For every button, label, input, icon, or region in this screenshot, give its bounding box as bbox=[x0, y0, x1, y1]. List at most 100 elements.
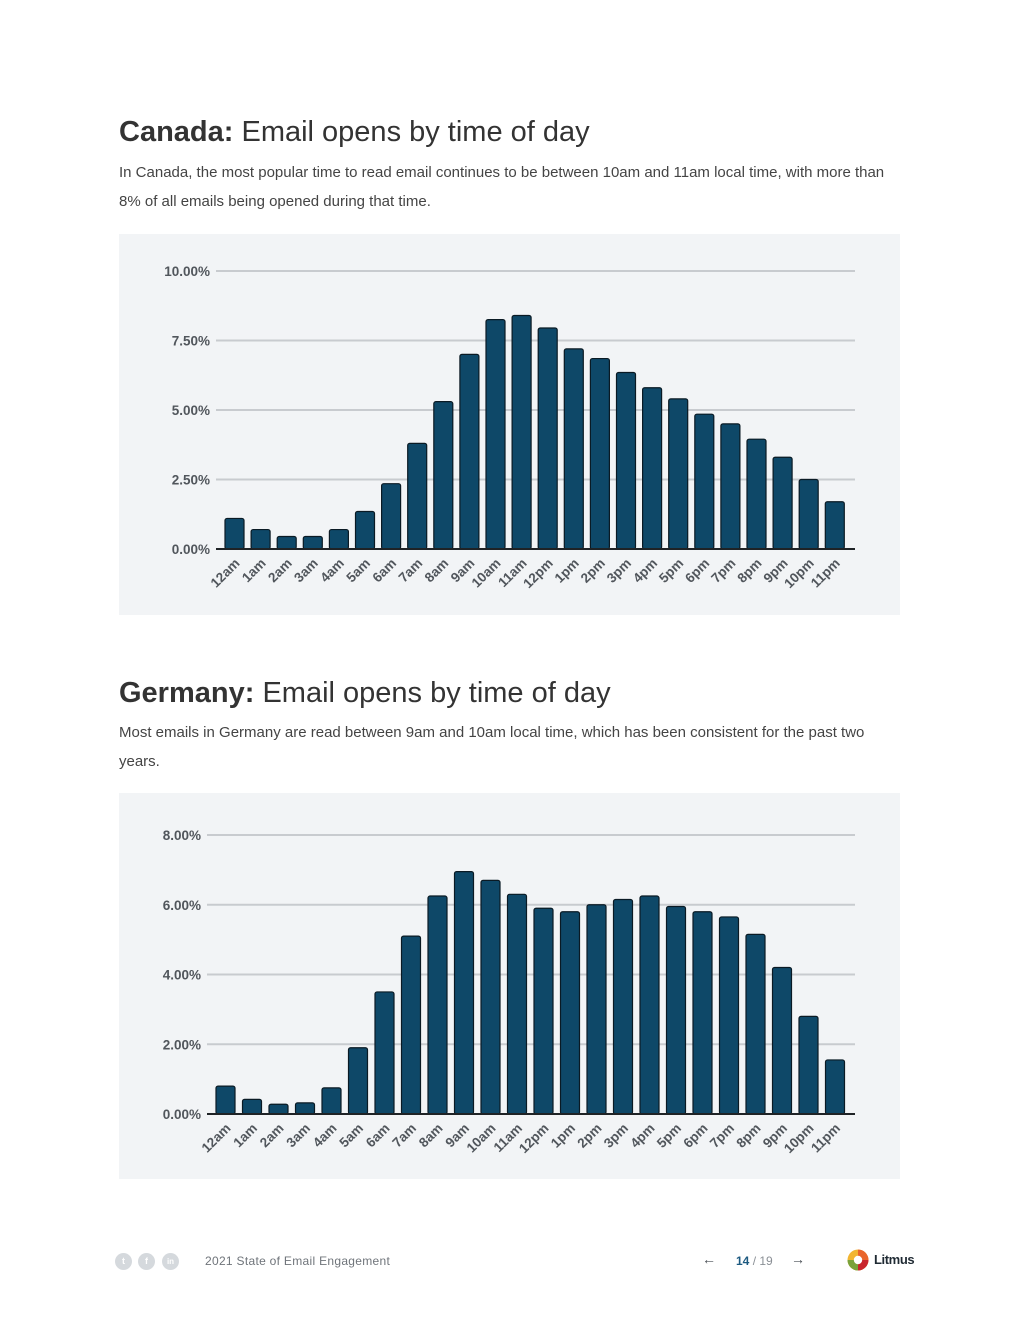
bar-12pm bbox=[533, 907, 554, 1115]
x-tick-label: 7am bbox=[389, 1121, 419, 1151]
bar-11am bbox=[511, 314, 532, 550]
facebook-icon[interactable]: f bbox=[138, 1253, 155, 1270]
bar-3pm bbox=[615, 371, 637, 550]
bar-12am bbox=[224, 517, 245, 550]
x-tick-label: 10am bbox=[464, 1121, 499, 1156]
next-page-arrow-icon[interactable]: → bbox=[791, 1251, 805, 1267]
bar-7pm bbox=[720, 423, 741, 550]
x-tick-label: 6pm bbox=[682, 556, 712, 586]
bar-4pm bbox=[639, 895, 660, 1115]
germany-description: Most emails in Germany are read between … bbox=[119, 724, 865, 770]
bar-10pm bbox=[798, 1015, 819, 1115]
germany-chart-panel: 0.00% 2.00% 4.00% 6.00% 8.00% 12am 1am 2am 3am 4a… bbox=[119, 793, 900, 1179]
x-tick-label: 12am bbox=[208, 556, 243, 591]
bar-6am bbox=[381, 483, 402, 550]
x-tick-label: 1am bbox=[239, 556, 269, 586]
canada-chart-panel: 0.00% 2.50% 5.00% 7.50% 10.00% 12am 1am 2am 3am 4… bbox=[119, 234, 900, 615]
x-tick-label: 3pm bbox=[601, 1121, 631, 1151]
bar-2am bbox=[268, 1103, 289, 1115]
x-tick-label: 8pm bbox=[734, 556, 764, 586]
bar-9pm bbox=[772, 456, 793, 550]
x-tick-label: 6am bbox=[363, 1121, 393, 1151]
bar-3pm bbox=[612, 898, 634, 1115]
bar-6pm bbox=[694, 413, 715, 550]
x-tick-label: 2am bbox=[265, 556, 295, 586]
x-tick-label: 8am bbox=[416, 1121, 446, 1151]
litmus-logo-icon bbox=[847, 1249, 869, 1271]
bar-4pm bbox=[641, 387, 663, 550]
y-tick-label: 4.00% bbox=[163, 968, 201, 983]
x-tick-label: 7am bbox=[396, 556, 426, 586]
bar-3am bbox=[302, 535, 323, 550]
x-tick-label: 5am bbox=[343, 556, 373, 586]
x-tick-label: 1am bbox=[230, 1121, 260, 1151]
bar-2pm bbox=[586, 904, 607, 1115]
bar-5pm bbox=[665, 905, 687, 1115]
x-tick-label: 3am bbox=[291, 556, 321, 586]
canada-section-title: Canada: Email opens by time of day bbox=[119, 116, 590, 149]
y-tick-label: 5.00% bbox=[172, 403, 210, 418]
bar-12pm bbox=[537, 327, 558, 550]
germany-section-title: Germany: Email opens by time of day bbox=[119, 677, 611, 710]
y-tick-label: 2.50% bbox=[172, 473, 210, 488]
bar-7am bbox=[400, 935, 422, 1115]
bar-5am bbox=[354, 510, 376, 550]
page-footer: t f in 2021 State of Email Engagement ← … bbox=[0, 1240, 1020, 1284]
twitter-icon[interactable]: t bbox=[115, 1253, 132, 1270]
x-tick-label: 6am bbox=[370, 556, 400, 586]
bar-3am bbox=[294, 1102, 316, 1115]
bar-6am bbox=[374, 991, 395, 1115]
x-tick-label: 10pm bbox=[781, 556, 817, 592]
bar-8pm bbox=[745, 933, 766, 1115]
bar-7am bbox=[407, 442, 428, 550]
x-tick-label: 6pm bbox=[680, 1121, 710, 1151]
x-tick-label: 7pm bbox=[707, 1121, 737, 1151]
bar-10am bbox=[480, 879, 501, 1115]
canada-title-rest: Email opens by time of day bbox=[233, 116, 590, 148]
bar-2am bbox=[276, 535, 297, 550]
page-indicator: 14 / 19 bbox=[736, 1254, 773, 1268]
bar-2pm bbox=[589, 357, 610, 550]
current-page-number: 14 bbox=[736, 1254, 750, 1268]
x-tick-label: 12pm bbox=[516, 1121, 552, 1157]
x-tick-label: 4pm bbox=[627, 1121, 657, 1151]
x-tick-label: 12pm bbox=[520, 556, 556, 592]
x-tick-label: 3pm bbox=[604, 556, 634, 586]
bar-1pm bbox=[563, 348, 584, 550]
bar-4am bbox=[321, 1087, 342, 1115]
bar-9am bbox=[459, 353, 480, 550]
x-tick-label: 5am bbox=[336, 1121, 366, 1151]
y-tick-label: 7.50% bbox=[172, 334, 210, 349]
bar-10am bbox=[485, 319, 506, 550]
previous-page-arrow-icon[interactable]: ← bbox=[702, 1251, 716, 1267]
x-tick-label: 5pm bbox=[654, 1121, 684, 1151]
bar-4am bbox=[328, 528, 349, 550]
bar-11pm bbox=[824, 1059, 846, 1115]
canada-description: In Canada, the most popular time to read… bbox=[119, 164, 885, 210]
bar-11pm bbox=[824, 501, 845, 550]
x-tick-label: 11pm bbox=[808, 556, 843, 591]
bar-11am bbox=[506, 893, 528, 1115]
bar-9am bbox=[453, 871, 475, 1115]
x-tick-label: 4am bbox=[317, 556, 347, 586]
x-tick-label: 8am bbox=[422, 556, 452, 586]
x-tick-label: 1pm bbox=[552, 556, 582, 586]
bar-6pm bbox=[692, 911, 713, 1115]
page-separator: / bbox=[749, 1254, 760, 1268]
bar-1am bbox=[250, 528, 271, 550]
x-tick-label: 12am bbox=[199, 1121, 234, 1156]
x-tick-label: 1pm bbox=[548, 1121, 578, 1151]
bar-7pm bbox=[718, 916, 740, 1115]
x-tick-label: 10pm bbox=[781, 1121, 817, 1157]
bar-12am bbox=[215, 1085, 236, 1115]
x-tick-label: 3am bbox=[283, 1121, 313, 1151]
bar-1pm bbox=[559, 911, 581, 1115]
x-tick-label: 8pm bbox=[733, 1121, 763, 1151]
germany-title-bold: Germany: bbox=[119, 677, 255, 709]
x-tick-label: 7pm bbox=[708, 556, 738, 586]
linkedin-icon[interactable]: in bbox=[162, 1253, 179, 1270]
bar-1am bbox=[241, 1098, 263, 1115]
x-tick-label: 10am bbox=[469, 556, 504, 591]
x-tick-label: 2pm bbox=[574, 1121, 604, 1151]
bar-8am bbox=[433, 401, 454, 550]
